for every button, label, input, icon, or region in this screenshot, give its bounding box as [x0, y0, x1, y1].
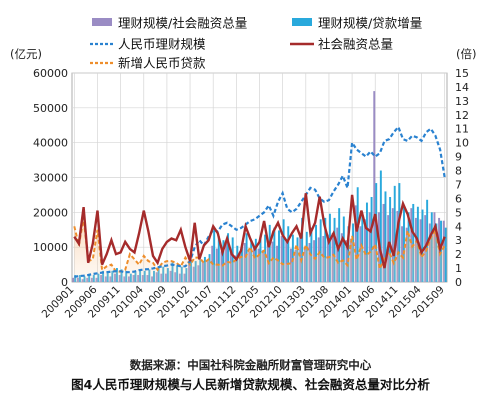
- y-right-tick-label: 10: [455, 137, 469, 150]
- bar-finance-to-loan: [273, 227, 276, 282]
- bar-finance-to-loan: [398, 183, 401, 282]
- bar-finance-to-loan: [379, 170, 382, 282]
- bar-finance-to-loan: [324, 217, 327, 282]
- y-right-tick-label: 6: [455, 192, 462, 205]
- bar-finance-to-loan: [227, 233, 230, 282]
- bar-finance-to-loan: [222, 240, 225, 282]
- bar-finance-to-loan: [213, 227, 216, 282]
- legend-label: 理财规模/社会融资总量: [118, 16, 247, 31]
- y-right-tick-label: 2: [455, 248, 462, 261]
- bar-finance-to-loan: [231, 237, 234, 282]
- y-right-tick-label: 13: [455, 95, 469, 108]
- y-right-tick-label: 11: [455, 123, 469, 136]
- legend-label: 社会融资总量: [318, 37, 393, 52]
- bar-finance-to-loan: [342, 216, 345, 282]
- bar-finance-to-total: [368, 212, 371, 282]
- bar-finance-to-loan: [384, 191, 387, 282]
- bar-finance-to-total: [373, 91, 376, 282]
- bar-finance-to-loan: [444, 227, 447, 282]
- caption-source: 数据来源：中国社科院金融所财富管理研究中心: [129, 358, 372, 372]
- y-right-tick-label: 14: [455, 81, 469, 94]
- bar-finance-to-total: [401, 226, 404, 282]
- bar-finance-to-loan: [268, 224, 271, 282]
- bar-finance-to-total: [340, 233, 343, 282]
- y-right-tick-label: 1: [455, 262, 462, 275]
- bar-finance-to-loan: [421, 209, 424, 282]
- line-wealth-scale: [74, 124, 446, 278]
- legend-swatch-bar: [292, 18, 312, 26]
- bar-finance-to-loan: [356, 187, 359, 282]
- bar-finance-to-total: [225, 242, 228, 282]
- bar-finance-to-total: [391, 208, 394, 282]
- bar-finance-to-loan: [440, 220, 442, 282]
- y-right-tick-label: 4: [455, 220, 462, 233]
- y-right-tick-label: 9: [455, 151, 462, 164]
- bar-finance-to-loan: [315, 224, 317, 282]
- y-right-tick-label: 12: [455, 109, 469, 122]
- bar-finance-to-total: [72, 277, 75, 282]
- bar-finance-to-loan: [319, 219, 322, 282]
- bar-finance-to-loan: [393, 185, 396, 282]
- chart-svg: 0100002000030000400005000060000012345678…: [10, 16, 476, 321]
- bar-finance-to-total: [354, 205, 357, 282]
- bar-finance-to-loan: [287, 226, 290, 282]
- y-right-tick-label: 8: [455, 165, 462, 178]
- bar-finance-to-loan: [217, 236, 220, 282]
- y-left-tick-label: 60000: [33, 67, 68, 80]
- bar-finance-to-total: [364, 219, 366, 282]
- bar-finance-to-total: [345, 240, 348, 282]
- bar-finance-to-loan: [389, 197, 392, 282]
- legend-swatch-bar: [92, 18, 112, 26]
- y-left-tick-label: 0: [61, 276, 68, 289]
- bar-finance-to-loan: [282, 219, 285, 282]
- y-right-tick-label: 5: [455, 206, 462, 219]
- bar-finance-to-total: [396, 210, 399, 282]
- series-lines: [73, 124, 446, 282]
- y-right-tick-label: 7: [455, 178, 462, 191]
- y-left-tick-label: 30000: [33, 172, 68, 185]
- bar-finance-to-total: [336, 227, 339, 282]
- bar-finance-to-loan: [365, 202, 368, 282]
- legend-label: 人民币理财规模: [118, 37, 206, 52]
- caption-title: 图4人民币理财规模与人民新增贷款规模、社会融资总量对比分析: [71, 377, 430, 392]
- y-right-tick-label: 3: [455, 234, 462, 247]
- y-right-tick-label: 0: [455, 276, 462, 289]
- bar-finance-to-loan: [328, 213, 331, 282]
- bar-finance-to-loan: [278, 230, 280, 282]
- y-left-tick-label: 50000: [33, 102, 68, 115]
- y-left-tick-label: 40000: [33, 137, 68, 150]
- bar-finance-to-total: [382, 203, 385, 282]
- y-left-unit: (亿元): [10, 47, 42, 61]
- line-social-financing: [73, 193, 446, 269]
- y-left-tick-label: 10000: [33, 241, 68, 254]
- bar-finance-to-loan: [375, 183, 378, 282]
- legend-label: 新增人民币贷款: [118, 56, 206, 71]
- bar-finance-to-loan: [333, 217, 336, 282]
- y-left-tick-label: 20000: [33, 206, 68, 219]
- bar-finance-to-loan: [370, 197, 373, 282]
- y-right-unit: (倍): [456, 47, 476, 61]
- bar-finance-to-total: [280, 236, 283, 282]
- bar-finance-to-loan: [412, 203, 415, 282]
- line-new-loans: [73, 217, 446, 273]
- bar-finance-to-loan: [403, 206, 405, 282]
- bar-finance-to-loan: [301, 217, 304, 282]
- legend-label: 理财规模/贷款增量: [318, 16, 422, 31]
- y-right-tick-label: 15: [455, 67, 469, 80]
- bar-finance-to-total: [285, 240, 288, 282]
